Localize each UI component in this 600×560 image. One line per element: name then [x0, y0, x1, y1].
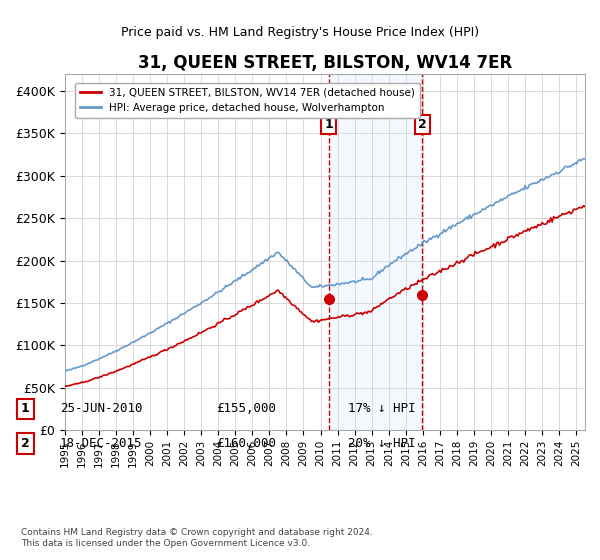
Text: 1: 1	[325, 118, 333, 131]
Text: £160,000: £160,000	[216, 437, 276, 450]
Text: Price paid vs. HM Land Registry's House Price Index (HPI): Price paid vs. HM Land Registry's House …	[121, 26, 479, 39]
Text: 20% ↓ HPI: 20% ↓ HPI	[348, 437, 415, 450]
Text: 18-DEC-2015: 18-DEC-2015	[60, 437, 143, 450]
Text: £155,000: £155,000	[216, 402, 276, 416]
Title: 31, QUEEN STREET, BILSTON, WV14 7ER: 31, QUEEN STREET, BILSTON, WV14 7ER	[137, 54, 512, 72]
Text: 1: 1	[21, 402, 30, 416]
Bar	[329, 74, 422, 431]
Text: 2: 2	[418, 118, 427, 131]
Text: 2: 2	[21, 437, 30, 450]
Text: 25-JUN-2010: 25-JUN-2010	[60, 402, 143, 416]
Legend: 31, QUEEN STREET, BILSTON, WV14 7ER (detached house), HPI: Average price, detach: 31, QUEEN STREET, BILSTON, WV14 7ER (det…	[75, 82, 421, 118]
Text: Contains HM Land Registry data © Crown copyright and database right 2024.
This d: Contains HM Land Registry data © Crown c…	[21, 528, 373, 548]
Text: 17% ↓ HPI: 17% ↓ HPI	[348, 402, 415, 416]
